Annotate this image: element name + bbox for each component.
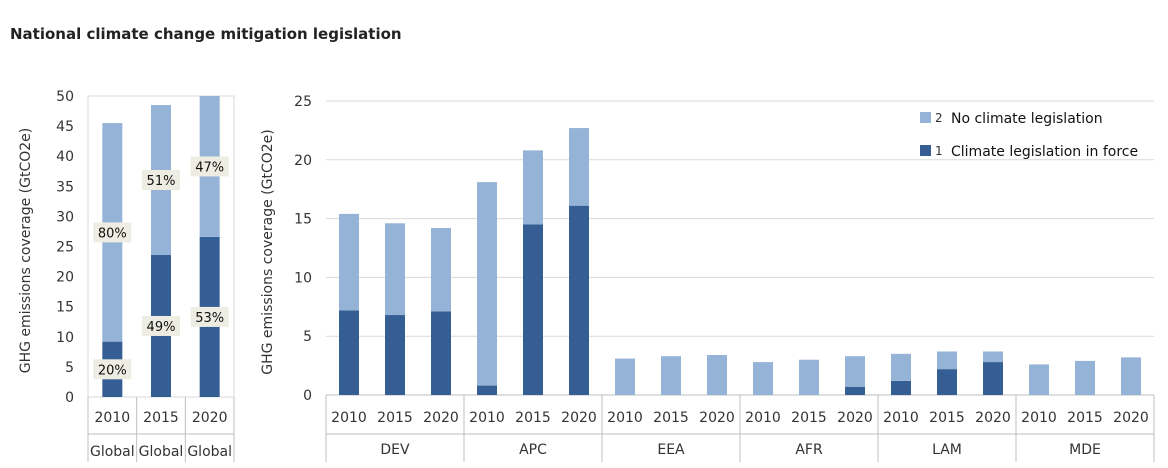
x-tick-label-regional: 2010: [607, 410, 643, 426]
y-tick-label-regional: 5: [303, 329, 312, 345]
y-axis-label-regional: GHG emissions coverage (GtCO2e): [260, 129, 276, 375]
y-tick-label-regional: 10: [294, 270, 312, 286]
bar-none-afr-2015: [799, 359, 819, 395]
x-tick-label-regional: 2010: [331, 410, 367, 426]
bar-none-lam-2015: [937, 351, 957, 370]
data-label-bg: [93, 222, 132, 243]
bar-none-dev-2015: [385, 223, 405, 316]
x-tick-label-regional: 2015: [791, 410, 827, 426]
y-tick-label-global: 10: [56, 330, 74, 346]
bar-in_force-lam-2010: [891, 380, 911, 395]
x-tick-label-regional: 2015: [653, 410, 689, 426]
bar-in_force-apc-2020: [569, 205, 589, 395]
bar-in_force-lam-2020: [983, 362, 1003, 395]
data-label-in_force-global-2010: 20%: [98, 363, 127, 378]
group-label-lam: LAM: [932, 442, 962, 458]
data-label-bg: [190, 306, 229, 327]
x-tick-label-regional: 2015: [1067, 410, 1103, 426]
bar-none-lam-2010: [891, 353, 911, 381]
y-tick-label-global: 45: [56, 119, 74, 135]
y-tick-label-regional: 15: [294, 212, 312, 228]
x-tick-label-regional: 2020: [975, 410, 1011, 426]
bar-in_force-apc-2010: [477, 385, 497, 395]
group-label-mde: MDE: [1069, 442, 1101, 458]
x-tick-label-global: 2020: [192, 410, 228, 426]
y-tick-label-global: 15: [56, 300, 74, 316]
y-tick-label-regional: 25: [294, 94, 312, 110]
y-tick-label-global: 35: [56, 179, 74, 195]
y-tick-label-regional: 20: [294, 153, 312, 169]
bar-in_force-dev-2015: [385, 315, 405, 395]
data-label-bg: [93, 359, 132, 380]
bar-in_force-dev-2010: [339, 310, 359, 395]
group-label-global: Global: [139, 444, 184, 460]
bar-none-afr-2020: [845, 356, 865, 387]
x-tick-label-regional: 2020: [1113, 410, 1149, 426]
data-label-in_force-global-2020: 53%: [195, 311, 224, 326]
y-axis-label-global: GHG emissions coverage (GtCO2e): [18, 128, 34, 374]
bar-in_force-apc-2015: [523, 224, 543, 395]
group-label-apc: APC: [519, 442, 547, 458]
x-tick-label-regional: 2015: [377, 410, 413, 426]
x-tick-label-global: 2015: [143, 410, 179, 426]
bar-in_force-lam-2015: [937, 369, 957, 395]
legend-label-none: No climate legislation: [951, 111, 1103, 127]
x-tick-label-regional: 2020: [837, 410, 873, 426]
bar-none-eea-2020: [707, 355, 727, 395]
x-tick-label-regional: 2010: [883, 410, 919, 426]
x-tick-label-regional: 2020: [423, 410, 459, 426]
group-label-eea: EEA: [657, 442, 685, 458]
group-label-global: Global: [90, 444, 135, 460]
bar-none-afr-2010: [753, 362, 773, 395]
bar-none-mde-2015: [1075, 360, 1095, 395]
x-tick-label-regional: 2015: [929, 410, 965, 426]
legend-number-none: 2: [935, 111, 943, 125]
y-tick-label-global: 50: [56, 89, 74, 105]
x-tick-label-regional: 2010: [469, 410, 505, 426]
bar-in_force-dev-2020: [431, 311, 451, 395]
bar-none-mde-2010: [1029, 364, 1049, 395]
y-tick-label-global: 20: [56, 270, 74, 286]
data-label-bg: [142, 315, 180, 336]
group-label-dev: DEV: [380, 442, 410, 458]
data-label-none-global-2020: 47%: [195, 160, 224, 175]
group-label-global: Global: [187, 444, 232, 460]
x-tick-label-regional: 2020: [699, 410, 735, 426]
y-tick-label-global: 0: [65, 390, 74, 406]
x-tick-label-regional: 2015: [515, 410, 551, 426]
data-label-none-global-2015: 51%: [147, 174, 176, 189]
bar-none-eea-2010: [615, 358, 635, 395]
legend-swatch-none: [920, 112, 931, 123]
x-tick-label-global: 2010: [95, 410, 131, 426]
page-title: National climate change mitigation legis…: [10, 25, 402, 43]
y-tick-label-regional: 0: [303, 388, 312, 404]
y-tick-label-global: 25: [56, 240, 74, 256]
bar-in_force-afr-2020: [845, 386, 865, 395]
legend-number-in_force: 1: [935, 144, 943, 158]
legend-swatch-in_force: [920, 145, 931, 156]
legend-label-in_force: Climate legislation in force: [951, 144, 1138, 160]
bar-none-apc-2015: [523, 150, 543, 225]
data-label-none-global-2010: 80%: [98, 226, 127, 241]
bar-none-mde-2020: [1121, 357, 1141, 395]
x-tick-label-regional: 2010: [745, 410, 781, 426]
y-tick-label-global: 30: [56, 209, 74, 225]
bar-none-eea-2015: [661, 356, 681, 395]
x-tick-label-regional: 2010: [1021, 410, 1057, 426]
data-label-in_force-global-2015: 49%: [147, 320, 176, 335]
bar-none-dev-2010: [339, 213, 359, 311]
bar-none-lam-2020: [983, 351, 1003, 363]
group-label-afr: AFR: [795, 442, 823, 458]
x-tick-label-regional: 2020: [561, 410, 597, 426]
data-label-bg: [190, 156, 229, 177]
bar-none-apc-2020: [569, 128, 589, 206]
y-tick-label-global: 5: [65, 360, 74, 376]
y-tick-label-global: 40: [56, 149, 74, 165]
bar-none-dev-2020: [431, 228, 451, 312]
data-label-bg: [142, 169, 180, 190]
bar-none-apc-2010: [477, 182, 497, 386]
